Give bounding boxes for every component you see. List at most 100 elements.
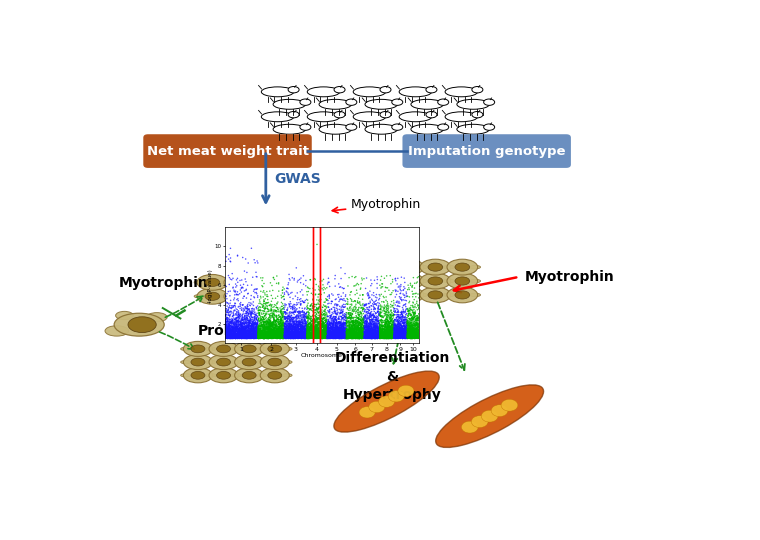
Ellipse shape <box>232 374 242 377</box>
Ellipse shape <box>116 312 133 320</box>
Text: Myotrophin: Myotrophin <box>119 276 208 290</box>
Ellipse shape <box>268 345 282 353</box>
Ellipse shape <box>445 112 477 122</box>
Ellipse shape <box>444 265 454 269</box>
Ellipse shape <box>470 279 480 283</box>
Ellipse shape <box>251 274 281 291</box>
Ellipse shape <box>483 99 495 105</box>
Ellipse shape <box>256 360 267 364</box>
Ellipse shape <box>363 279 374 283</box>
Ellipse shape <box>181 374 191 377</box>
Ellipse shape <box>258 360 268 364</box>
Ellipse shape <box>393 259 424 275</box>
Ellipse shape <box>365 124 397 134</box>
Ellipse shape <box>242 345 256 353</box>
Text: Proliferation: Proliferation <box>198 324 296 338</box>
Ellipse shape <box>183 355 213 369</box>
Ellipse shape <box>444 293 454 296</box>
Ellipse shape <box>205 347 215 350</box>
Ellipse shape <box>428 291 443 299</box>
Ellipse shape <box>105 326 128 336</box>
Ellipse shape <box>366 287 397 303</box>
Ellipse shape <box>374 291 389 299</box>
Ellipse shape <box>481 410 498 422</box>
Ellipse shape <box>426 111 437 118</box>
Ellipse shape <box>259 292 274 300</box>
Ellipse shape <box>420 259 451 275</box>
Ellipse shape <box>282 347 292 350</box>
Ellipse shape <box>416 265 426 269</box>
Text: Net meat weight trait: Net meat weight trait <box>147 145 309 158</box>
Ellipse shape <box>191 345 205 353</box>
Ellipse shape <box>416 279 426 283</box>
Ellipse shape <box>282 374 292 377</box>
Text: Myotrophin: Myotrophin <box>332 198 422 213</box>
Ellipse shape <box>258 374 268 377</box>
Ellipse shape <box>420 287 451 303</box>
Ellipse shape <box>445 87 477 97</box>
Ellipse shape <box>491 405 508 416</box>
Ellipse shape <box>242 358 256 366</box>
Ellipse shape <box>209 341 238 356</box>
Ellipse shape <box>447 259 477 275</box>
Ellipse shape <box>261 87 294 97</box>
Ellipse shape <box>483 124 495 130</box>
Ellipse shape <box>346 99 357 105</box>
Ellipse shape <box>426 86 437 93</box>
Text: Differentiation
&
Hypertrophy: Differentiation & Hypertrophy <box>334 351 450 402</box>
Ellipse shape <box>224 288 255 304</box>
Ellipse shape <box>398 385 414 396</box>
Ellipse shape <box>353 112 386 122</box>
Ellipse shape <box>334 371 439 432</box>
Ellipse shape <box>461 421 478 433</box>
Ellipse shape <box>411 99 444 109</box>
Ellipse shape <box>471 416 488 428</box>
Ellipse shape <box>438 99 448 105</box>
Ellipse shape <box>390 293 401 296</box>
Ellipse shape <box>247 294 258 298</box>
Ellipse shape <box>197 288 228 304</box>
Ellipse shape <box>231 347 241 350</box>
Ellipse shape <box>366 273 397 289</box>
Ellipse shape <box>380 86 391 93</box>
Ellipse shape <box>457 99 489 109</box>
Ellipse shape <box>248 281 258 284</box>
Ellipse shape <box>378 396 394 407</box>
Ellipse shape <box>147 313 167 322</box>
Ellipse shape <box>206 360 217 364</box>
Ellipse shape <box>260 341 290 356</box>
Ellipse shape <box>300 99 311 105</box>
Ellipse shape <box>205 360 215 364</box>
Ellipse shape <box>217 358 230 366</box>
Ellipse shape <box>232 278 247 287</box>
Ellipse shape <box>261 112 294 122</box>
Ellipse shape <box>183 341 213 356</box>
Text: GWAS: GWAS <box>274 172 321 186</box>
Ellipse shape <box>307 112 340 122</box>
Ellipse shape <box>274 281 284 284</box>
Ellipse shape <box>319 124 352 134</box>
Ellipse shape <box>455 277 470 285</box>
Ellipse shape <box>472 111 483 118</box>
Text: Imputation genotype: Imputation genotype <box>408 145 565 158</box>
Ellipse shape <box>300 124 311 130</box>
Ellipse shape <box>181 360 191 364</box>
Ellipse shape <box>259 278 274 287</box>
Ellipse shape <box>416 293 426 296</box>
Ellipse shape <box>346 124 357 130</box>
Ellipse shape <box>374 263 389 271</box>
Ellipse shape <box>428 277 443 285</box>
Ellipse shape <box>389 279 400 283</box>
Ellipse shape <box>420 273 451 289</box>
Ellipse shape <box>128 317 157 333</box>
Ellipse shape <box>417 265 428 269</box>
Ellipse shape <box>205 374 215 377</box>
Ellipse shape <box>209 355 238 369</box>
Ellipse shape <box>282 360 292 364</box>
Ellipse shape <box>231 360 241 364</box>
Ellipse shape <box>334 111 345 118</box>
Ellipse shape <box>235 341 264 356</box>
Ellipse shape <box>288 86 299 93</box>
Ellipse shape <box>417 279 428 283</box>
Ellipse shape <box>401 291 416 299</box>
